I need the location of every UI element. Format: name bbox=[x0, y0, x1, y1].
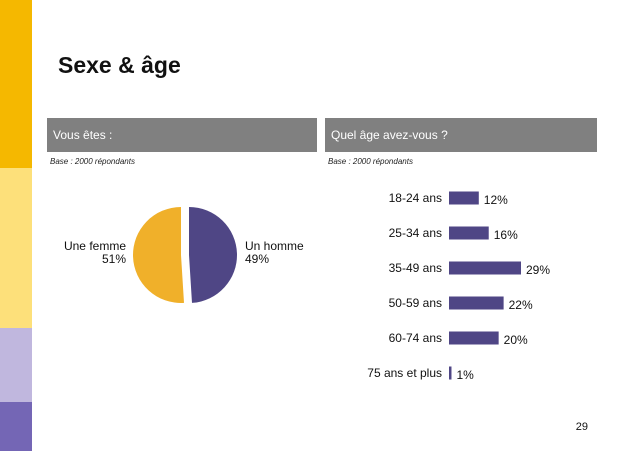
age-bar bbox=[449, 226, 489, 240]
bar-category-label: 18-24 ans bbox=[389, 191, 442, 205]
bar-value-label: 12% bbox=[484, 193, 508, 207]
pie-label-femme: Une femme 51% bbox=[64, 240, 126, 266]
decor-stripe-lavender bbox=[0, 328, 32, 402]
page-number: 29 bbox=[575, 421, 588, 433]
decor-stripe-gold bbox=[0, 0, 32, 168]
gender-base-note: Base : 2000 répondants bbox=[50, 157, 135, 166]
age-base-note: Base : 2000 répondants bbox=[328, 157, 413, 166]
pie-label-homme-value: 49% bbox=[245, 252, 270, 266]
bar-value-label: 29% bbox=[526, 263, 550, 277]
gender-question-header: Vous êtes : bbox=[47, 118, 317, 152]
pie-label-femme-value: 51% bbox=[101, 252, 126, 266]
bar-category-label: 60-74 ans bbox=[389, 331, 442, 345]
age-bar bbox=[449, 191, 479, 205]
age-bar bbox=[449, 331, 499, 345]
decor-stripe-light-yellow bbox=[0, 168, 32, 328]
bar-category-label: 75 ans et plus bbox=[367, 366, 442, 380]
bar-value-label: 16% bbox=[494, 228, 518, 242]
bar-category-label: 25-34 ans bbox=[389, 226, 442, 240]
age-bar bbox=[449, 261, 521, 275]
bar-value-label: 20% bbox=[504, 333, 528, 347]
pie-label-homme: Un homme 49% bbox=[245, 240, 304, 266]
slide-title: Sexe & âge bbox=[58, 52, 181, 78]
decor-stripe-purple bbox=[0, 402, 32, 451]
bar-value-label: 22% bbox=[509, 298, 533, 312]
bar-category-label: 50-59 ans bbox=[389, 296, 442, 310]
bar-category-label: 35-49 ans bbox=[389, 261, 442, 275]
age-bar bbox=[449, 366, 452, 380]
pie-label-homme-name: Un homme bbox=[245, 239, 304, 253]
pie-label-femme-name: Une femme bbox=[63, 239, 126, 253]
bar-value-label: 1% bbox=[456, 368, 474, 382]
pie-slice-femme bbox=[133, 207, 185, 303]
pie-slice-homme bbox=[189, 207, 238, 303]
age-question-header: Quel âge avez-vous ? bbox=[325, 118, 597, 152]
age-bar bbox=[449, 296, 504, 310]
